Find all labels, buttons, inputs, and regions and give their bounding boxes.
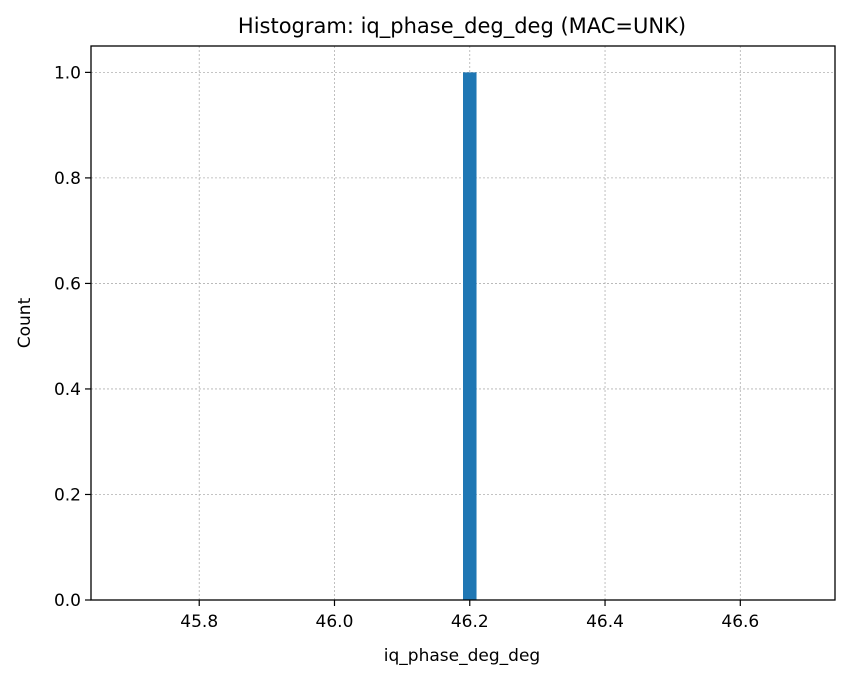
x-tick-label: 46.4 <box>586 612 624 632</box>
y-tick-label: 0.0 <box>54 591 81 611</box>
y-tick-label: 0.4 <box>54 380 81 400</box>
y-tick-label: 0.2 <box>54 485 81 505</box>
y-tick-label: 1.0 <box>54 63 81 83</box>
y-tick-label: 0.6 <box>54 274 81 294</box>
x-axis-label: iq_phase_deg_deg <box>384 646 540 666</box>
x-axis-ticks: 45.8 46.0 46.2 46.4 46.6 <box>180 600 759 632</box>
chart-title: Histogram: iq_phase_deg_deg (MAC=UNK) <box>238 14 686 39</box>
plot-frame <box>90 45 836 601</box>
y-axis-ticks: 0.0 0.2 0.4 0.6 0.8 1.0 <box>54 63 91 611</box>
y-tick-label: 0.8 <box>54 169 81 189</box>
x-tick-label: 45.8 <box>180 612 218 632</box>
bars-group <box>463 72 477 600</box>
histogram-bar <box>463 72 477 600</box>
y-axis-label: Count <box>15 297 35 348</box>
x-tick-label: 46.6 <box>721 612 759 632</box>
x-tick-label: 46.0 <box>316 612 354 632</box>
x-tick-label: 46.2 <box>451 612 489 632</box>
